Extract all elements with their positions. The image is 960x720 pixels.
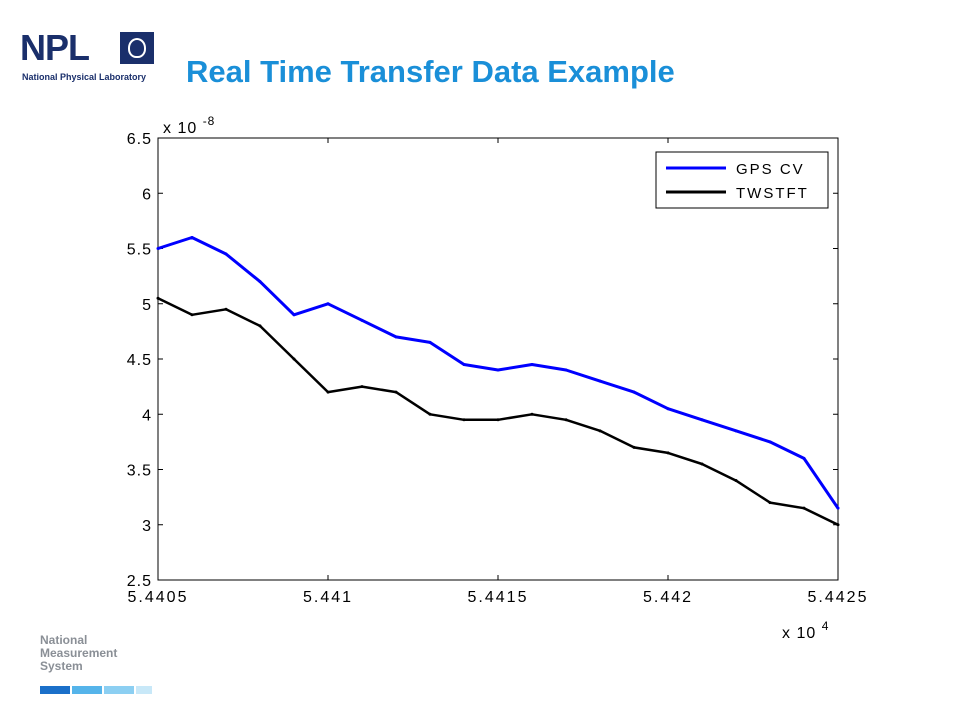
- legend-label: TWSTFT: [736, 185, 809, 202]
- data-point: [156, 247, 160, 250]
- data-point: [836, 523, 840, 527]
- y-multiplier: x 10 -8: [163, 114, 215, 137]
- nms-color-bar: [40, 686, 152, 694]
- data-point: [360, 318, 364, 322]
- legend: [655, 151, 829, 209]
- data-point: [224, 307, 228, 311]
- data-point: [292, 357, 296, 361]
- y-tick-label: 3.5: [127, 463, 152, 480]
- data-point: [462, 418, 466, 422]
- y-tick-label: 5: [142, 297, 152, 314]
- nms-line-3: System: [40, 659, 83, 673]
- x-multiplier: x 10 4: [782, 619, 829, 642]
- data-point: [258, 324, 262, 328]
- data-point: [598, 379, 602, 383]
- logo-mark: NPL: [20, 27, 90, 68]
- data-point: [394, 390, 398, 394]
- y-tick-label: 4.5: [127, 352, 152, 369]
- logo-subtitle: National Physical Laboratory: [22, 72, 147, 82]
- nms-logo: National Measurement System: [40, 633, 160, 694]
- data-point: [394, 335, 398, 339]
- data-point: [666, 451, 670, 455]
- legend-label: GPS CV: [736, 161, 805, 178]
- data-point: [462, 363, 466, 367]
- data-point: [700, 462, 704, 466]
- y-tick-label: 2.5: [127, 573, 152, 590]
- data-point: [428, 412, 432, 416]
- data-point: [190, 235, 194, 239]
- data-point: [632, 390, 636, 394]
- data-point: [496, 418, 500, 422]
- data-point: [292, 313, 296, 317]
- y-tick-label: 3: [142, 518, 152, 535]
- data-point: [802, 456, 806, 460]
- data-point: [836, 506, 840, 510]
- plot-area: [157, 137, 839, 581]
- nms-line-1: National: [40, 633, 88, 647]
- x-tick-label: 5.442: [643, 589, 693, 606]
- data-point: [360, 385, 364, 389]
- data-point: [428, 340, 432, 344]
- nms-line-2: Measurement: [40, 646, 118, 660]
- npl-seal-icon: [120, 32, 154, 64]
- data-point: [802, 506, 806, 510]
- data-point: [666, 407, 670, 411]
- data-point: [632, 445, 636, 449]
- data-point: [530, 363, 534, 367]
- data-point: [598, 429, 602, 433]
- data-point: [326, 390, 330, 394]
- x-tick-label: 5.4425: [808, 589, 869, 606]
- data-point: [496, 368, 500, 372]
- data-point: [156, 296, 160, 300]
- y-tick-label: 6: [142, 186, 152, 203]
- data-point: [734, 479, 738, 483]
- slide-title: Real Time Transfer Data Example: [186, 54, 675, 89]
- x-tick-label: 5.4405: [128, 589, 189, 606]
- data-point: [768, 440, 772, 444]
- data-point: [530, 412, 534, 416]
- data-point: [564, 368, 568, 372]
- data-point: [768, 501, 772, 505]
- data-point: [700, 418, 704, 422]
- data-point: [734, 429, 738, 433]
- data-point: [564, 418, 568, 422]
- data-point: [190, 313, 194, 317]
- x-tick-label: 5.4415: [468, 589, 529, 606]
- y-tick-label: 5.5: [127, 242, 152, 259]
- y-tick-label: 6.5: [127, 131, 152, 148]
- data-point: [224, 252, 228, 256]
- x-tick-label: 5.441: [303, 589, 353, 606]
- data-point: [326, 302, 330, 306]
- npl-logo: NPL National Physical Laboratory: [20, 28, 160, 88]
- data-point: [258, 280, 262, 284]
- y-tick-label: 4: [142, 407, 152, 424]
